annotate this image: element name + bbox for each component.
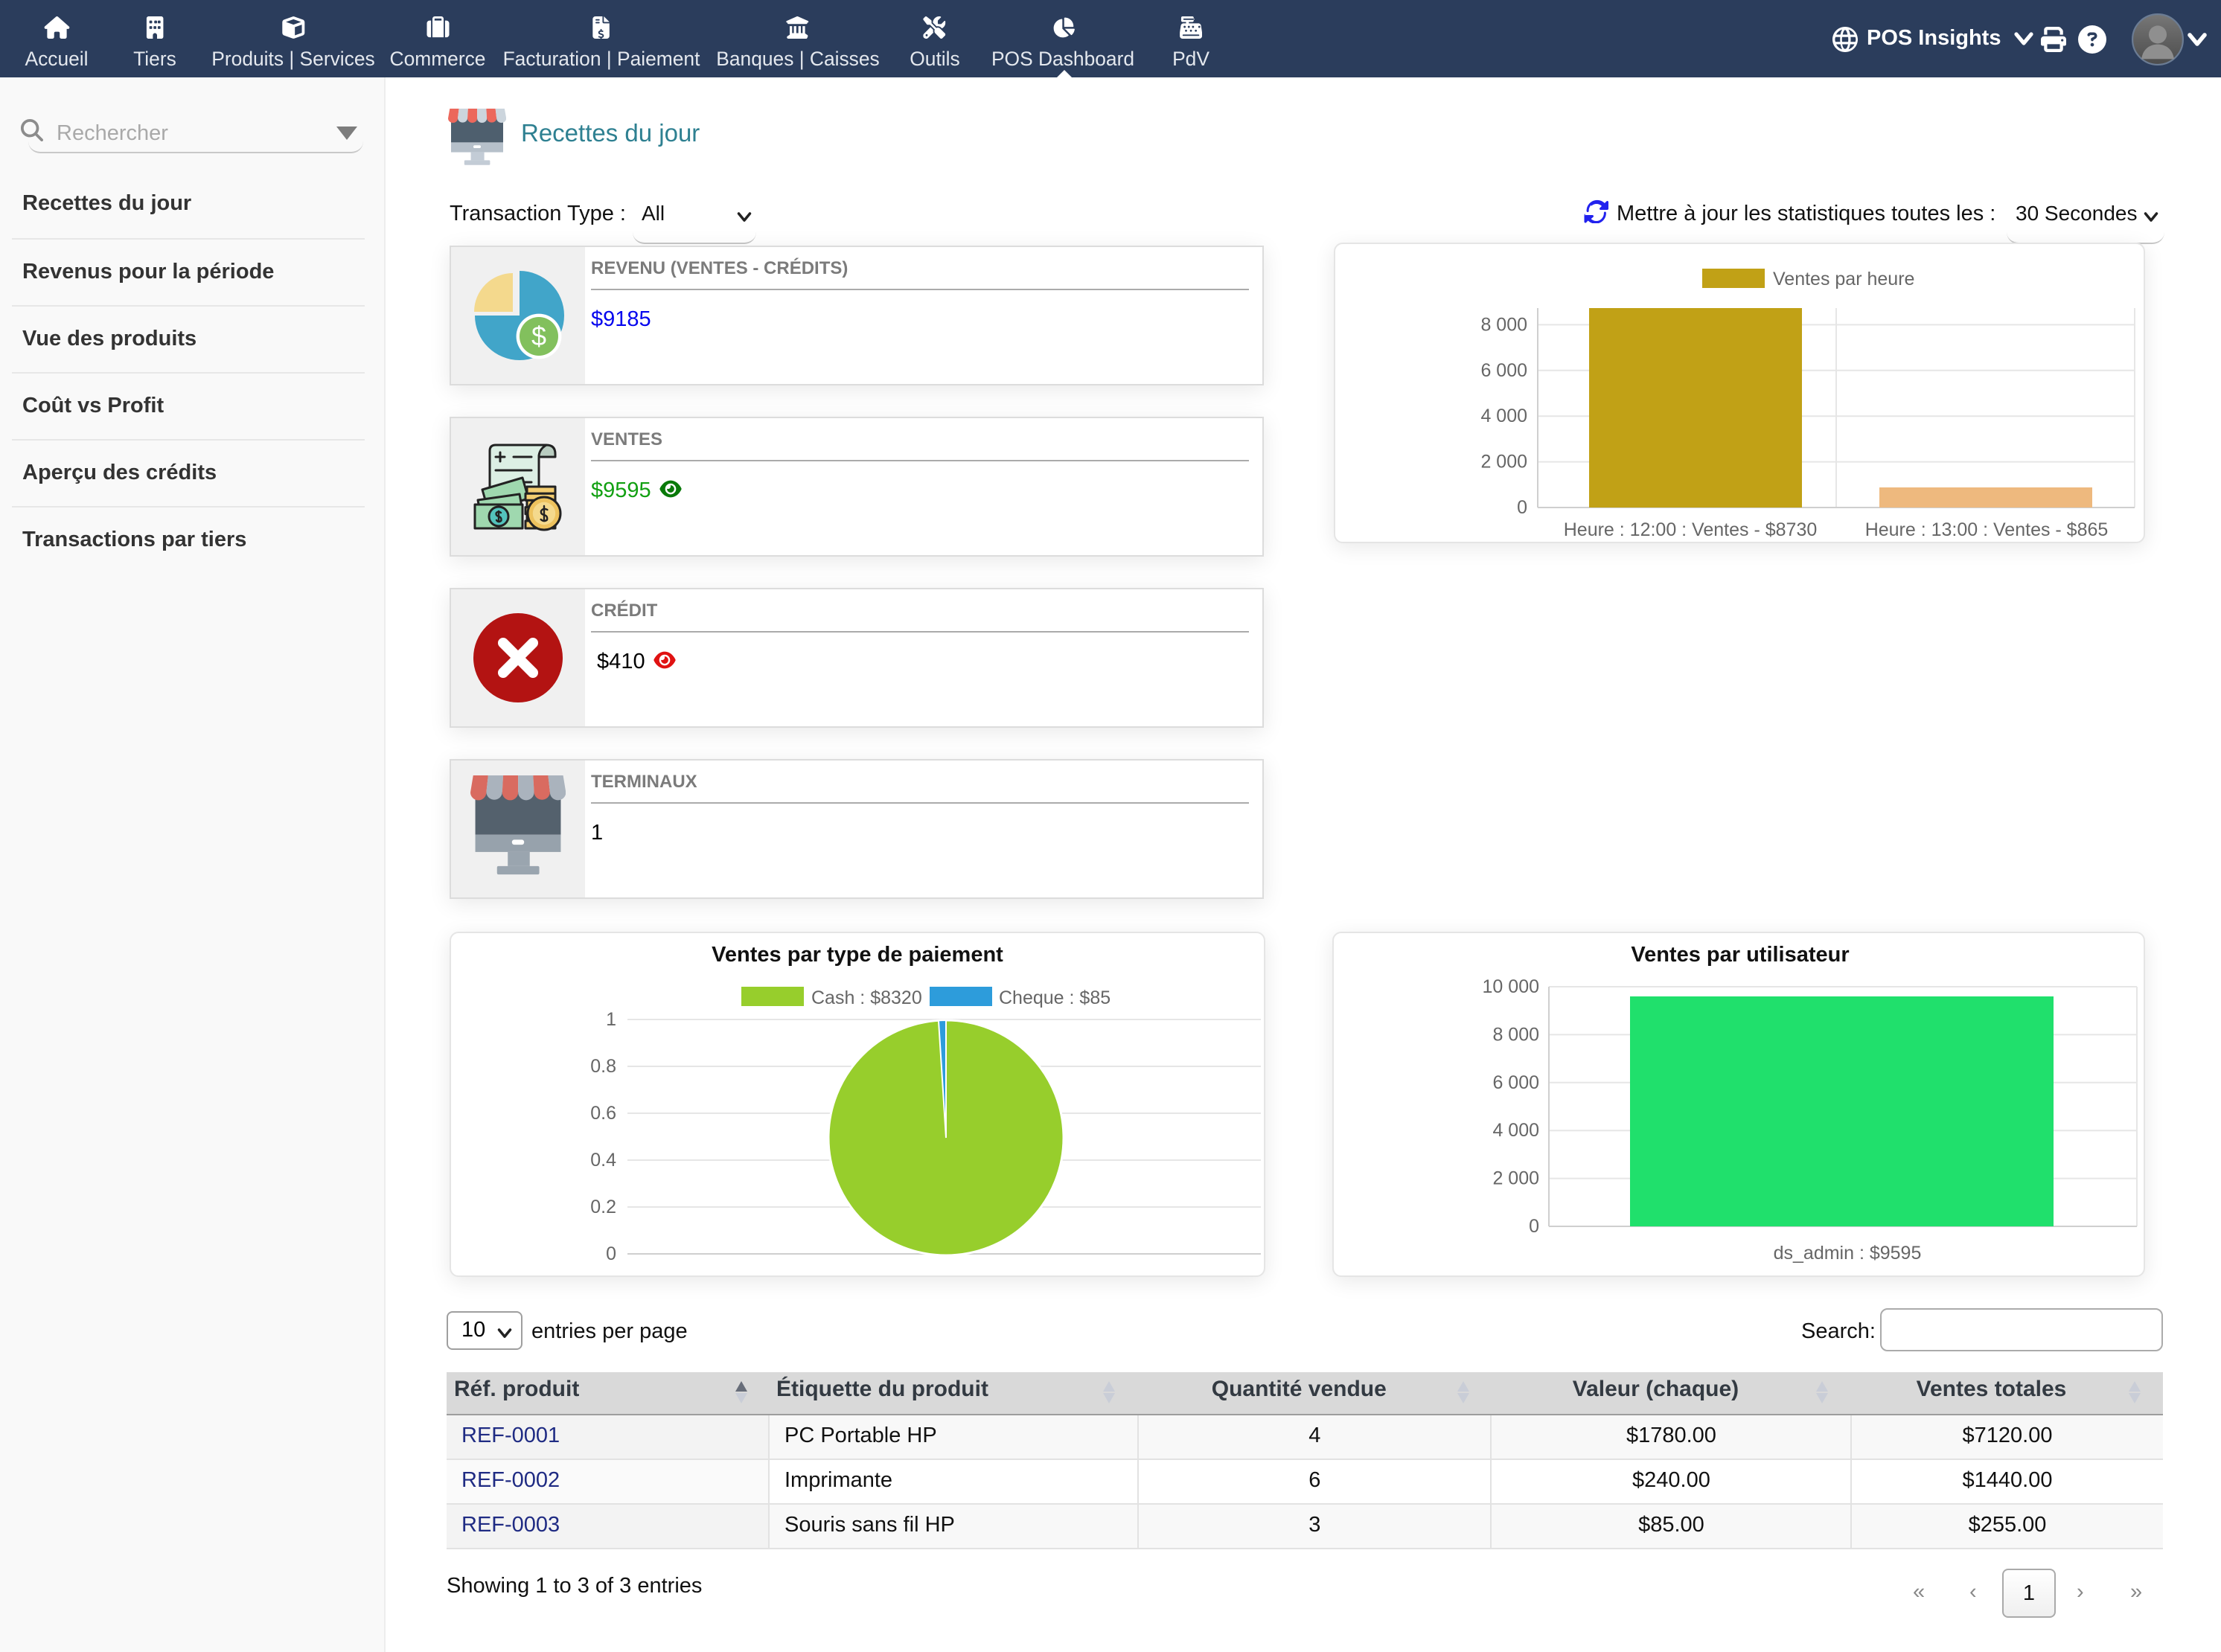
svg-text:2 000: 2 000 xyxy=(1492,1168,1539,1189)
svg-text:0: 0 xyxy=(1529,1216,1539,1237)
svg-text:10 000: 10 000 xyxy=(1483,976,1539,997)
svg-text:Heure : 13:00 : Ventes - $865: Heure : 13:00 : Ventes - $865 xyxy=(1865,519,2109,540)
svg-text:8 000: 8 000 xyxy=(1492,1024,1539,1045)
svg-text:0.4: 0.4 xyxy=(590,1150,616,1171)
svg-text:6 000: 6 000 xyxy=(1492,1072,1539,1093)
svg-text:Ventes par utilisateur: Ventes par utilisateur xyxy=(1631,943,1849,967)
svg-text:ds_admin : $9595: ds_admin : $9595 xyxy=(1774,1243,1922,1264)
svg-text:0.6: 0.6 xyxy=(590,1103,616,1124)
svg-text:Ventes par type de paiement: Ventes par type de paiement xyxy=(712,943,1003,967)
svg-text:1: 1 xyxy=(606,1009,616,1030)
svg-text:4 000: 4 000 xyxy=(1492,1120,1539,1141)
svg-text:Cash : $8320: Cash : $8320 xyxy=(811,987,922,1008)
svg-text:4 000: 4 000 xyxy=(1480,406,1527,426)
svg-text:0.2: 0.2 xyxy=(590,1197,616,1217)
svg-text:Heure : 12:00 : Ventes - $8730: Heure : 12:00 : Ventes - $8730 xyxy=(1564,519,1818,540)
svg-text:Ventes par heure: Ventes par heure xyxy=(1773,269,1914,289)
svg-text:$: $ xyxy=(531,321,546,351)
svg-text:8 000: 8 000 xyxy=(1480,314,1527,335)
svg-text:Cheque : $85: Cheque : $85 xyxy=(999,987,1110,1008)
svg-text:0: 0 xyxy=(1517,497,1527,518)
svg-text:6 000: 6 000 xyxy=(1480,360,1527,381)
svg-text:0: 0 xyxy=(606,1243,616,1264)
svg-text:2 000: 2 000 xyxy=(1480,452,1527,473)
svg-text:0.8: 0.8 xyxy=(590,1056,616,1077)
